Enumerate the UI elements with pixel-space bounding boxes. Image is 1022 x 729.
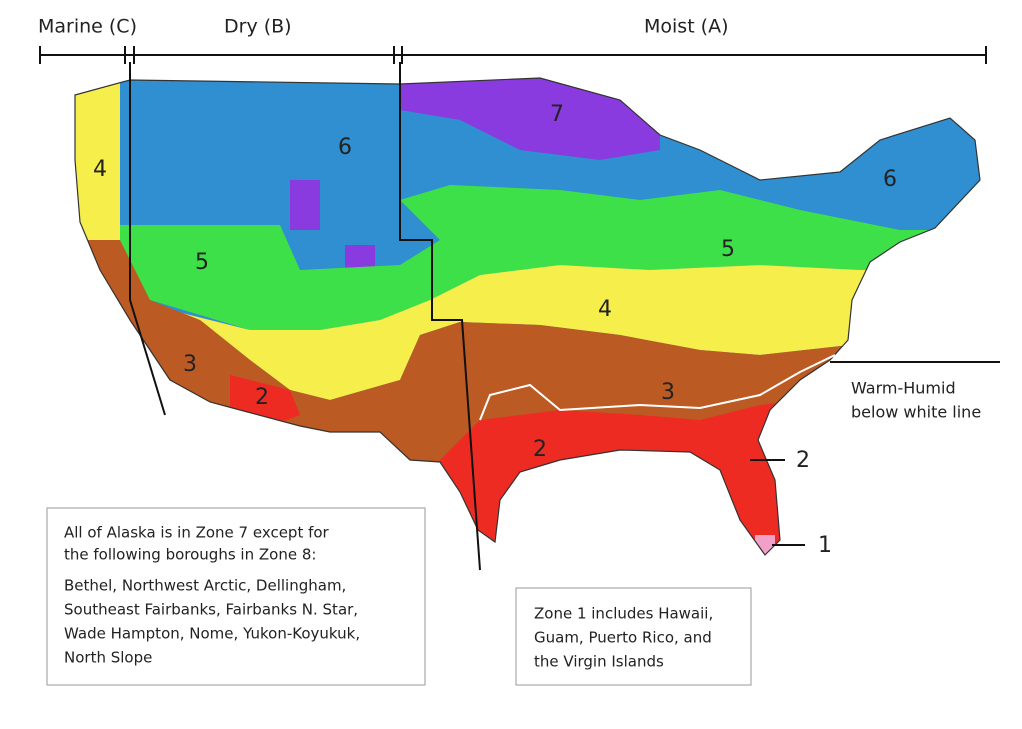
note-line: the following boroughs in Zone 8:	[64, 546, 316, 564]
zone-label: 5	[721, 237, 735, 262]
note-line: All of Alaska is in Zone 7 except for	[64, 524, 330, 542]
zone-labels: 4 6 5 3 2 7 6 5 4 3 2	[93, 102, 897, 462]
note-line: the Virgin Islands	[534, 653, 664, 671]
callout-text: Warm-Humid	[851, 379, 956, 398]
note-line: Guam, Puerto Rico, and	[534, 629, 712, 647]
zone-label: 6	[338, 135, 352, 160]
note-line: Southeast Fairbanks, Fairbanks N. Star,	[64, 601, 358, 619]
note-line: Wade Hampton, Nome, Yukon-Koyukuk,	[64, 625, 360, 643]
alaska-note-box	[46, 507, 426, 686]
regime-lines	[39, 46, 1000, 571]
regime-label: Moist (A)	[644, 16, 729, 38]
regime-label: Marine (C)	[38, 16, 137, 38]
note-line: North Slope	[64, 649, 152, 667]
zone-label: 2	[255, 385, 269, 410]
note-line: Zone 1 includes Hawaii,	[534, 605, 713, 623]
callout-text: below white line	[851, 403, 981, 422]
zone-label: 7	[550, 102, 564, 127]
note-line: Bethel, Northwest Arctic, Dellingham,	[64, 577, 346, 595]
us-outline	[74, 77, 981, 556]
regime-label: Dry (B)	[224, 16, 292, 38]
zone-label: 4	[93, 157, 107, 182]
warm-humid-line	[479, 354, 836, 421]
callout-zone: 2	[796, 448, 810, 473]
zone-label: 6	[883, 167, 897, 192]
zone-label: 3	[661, 380, 675, 405]
callout-zone: 1	[818, 533, 832, 558]
zone-label: 2	[533, 437, 547, 462]
zone1-note-box	[515, 587, 752, 686]
zone-label: 5	[195, 250, 209, 275]
zone-label: 3	[183, 352, 197, 377]
zone-label: 4	[598, 297, 612, 322]
